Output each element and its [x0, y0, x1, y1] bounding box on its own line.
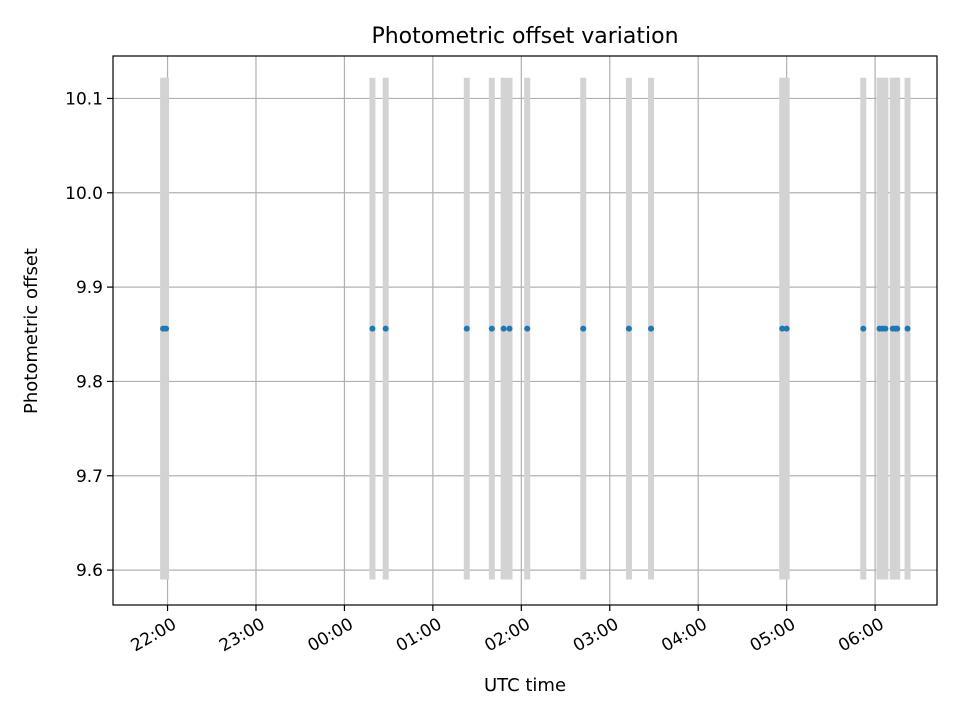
x-axis-label: UTC time — [484, 675, 566, 696]
data-point — [580, 325, 587, 332]
data-point — [488, 325, 495, 332]
data-point — [369, 325, 376, 332]
data-point — [382, 325, 389, 332]
data-point — [163, 325, 170, 332]
y-tick-label: 9.8 — [76, 372, 103, 392]
data-point — [625, 325, 632, 332]
data-point — [904, 325, 911, 332]
plot-frame — [112, 55, 938, 606]
data-point — [524, 325, 531, 332]
data-points — [160, 325, 911, 332]
y-tick-label: 10.0 — [65, 184, 103, 204]
data-point — [783, 325, 790, 332]
data-point — [894, 325, 901, 332]
y-axis: 9.6 9.7 9.8 9.9 10.0 10.1 — [65, 89, 113, 581]
y-tick-label: 9.6 — [76, 561, 103, 581]
chart-title: Photometric offset variation — [371, 24, 678, 49]
y-tick-label: 10.1 — [65, 89, 103, 109]
data-point — [860, 325, 867, 332]
data-point — [648, 325, 655, 332]
y-tick-label: 9.9 — [76, 278, 103, 298]
data-point — [500, 325, 507, 332]
y-axis-label: Photometric offset — [21, 248, 42, 414]
data-point — [882, 325, 889, 332]
data-point — [463, 325, 470, 332]
data-point — [506, 325, 513, 332]
y-tick-label: 9.7 — [76, 467, 103, 487]
data-point — [779, 325, 786, 332]
